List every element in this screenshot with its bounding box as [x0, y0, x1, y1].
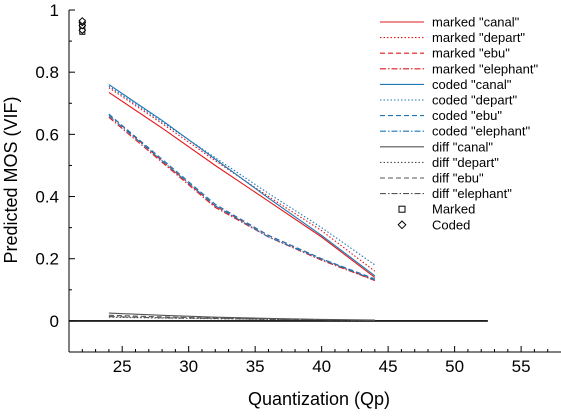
legend-diamond-icon [397, 220, 407, 230]
x-tick-label: 25 [113, 357, 132, 376]
legend-label-marker-1: Coded [432, 217, 470, 232]
series-line-1 [108, 87, 376, 272]
legend: marked "canal"marked "depart"marked "ebu… [380, 15, 538, 232]
legend-label-5: coded "depart" [432, 93, 518, 108]
coded-point [78, 26, 87, 35]
y-tick-label: 1 [50, 1, 59, 20]
legend-label-8: diff "canal" [432, 139, 493, 154]
series-line-5 [108, 85, 376, 266]
y-tick-label: 0.8 [35, 63, 59, 82]
y-tick-label: 0.6 [35, 125, 59, 144]
legend-label-2: marked "ebu" [432, 46, 510, 61]
y-tick-label: 0.2 [35, 250, 59, 269]
legend-label-7: coded "elephant" [432, 124, 531, 139]
legend-label-3: marked "elephant" [432, 61, 538, 76]
y-axis-title: Predicted MOS (VIF) [1, 96, 21, 263]
y-tick-label: 0.4 [35, 188, 59, 207]
series-line-3 [108, 116, 375, 282]
x-tick-label: 50 [445, 357, 464, 376]
x-tick-label: 35 [246, 357, 265, 376]
series-line-10 [108, 314, 375, 321]
legend-label-10: diff "ebu" [432, 171, 484, 186]
legend-square-icon [398, 205, 406, 213]
series-line-4 [108, 84, 376, 277]
series-line-2 [108, 113, 376, 282]
series-line-6 [108, 113, 375, 280]
x-tick-label: 55 [512, 357, 531, 376]
y-tick-label: 0 [50, 312, 59, 331]
coded-point [78, 16, 87, 25]
legend-label-1: marked "depart" [432, 30, 525, 45]
x-tick-label: 40 [312, 357, 331, 376]
series-line-0 [108, 91, 376, 278]
legend-label-marker-0: Marked [432, 202, 475, 217]
series-line-7 [108, 115, 375, 281]
x-tick-label: 45 [379, 357, 398, 376]
legend-label-4: coded "canal" [432, 77, 512, 92]
legend-label-0: marked "canal" [432, 15, 520, 30]
legend-label-6: coded "ebu" [432, 108, 502, 123]
x-tick-label: 30 [179, 357, 198, 376]
legend-label-9: diff "depart" [432, 155, 499, 170]
x-axis-title: Quantization (Qp) [248, 389, 390, 409]
series-line-11 [108, 316, 375, 321]
legend-label-11: diff "elephant" [432, 186, 512, 201]
